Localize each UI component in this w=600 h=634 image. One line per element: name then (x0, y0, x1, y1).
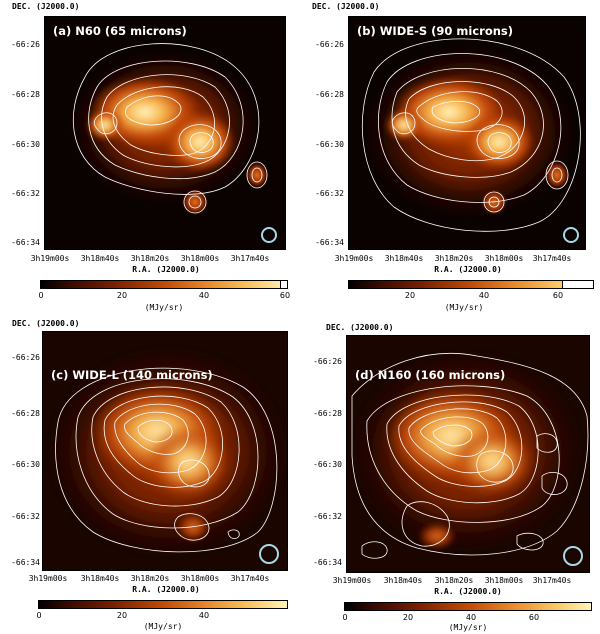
ra-tick: 3h18m40s (384, 254, 424, 263)
ra-tick: 3h18m20s (434, 254, 474, 263)
beam-circle (259, 544, 279, 564)
colorbar-tick: 20 (116, 291, 128, 300)
nebula-map (347, 336, 589, 572)
panel-label: (d) N160 (160 microns) (355, 368, 506, 382)
colorbar-tick: 40 (478, 291, 490, 300)
ra-tick: 3h19m00s (30, 254, 70, 263)
dec-tick: -66:30 (11, 460, 40, 469)
ra-tick: 3h18m00s (484, 254, 524, 263)
ra-tick: 3h18m20s (130, 254, 170, 263)
dec-axis-title: DEC. (J2000.0) (312, 2, 380, 11)
dec-tick: -66:26 (313, 357, 342, 366)
dec-tick: -66:26 (11, 353, 40, 362)
colorbar-tick: 40 (198, 611, 210, 620)
panel-a: DEC. (J2000.0) (0, 0, 300, 317)
beam-circle (563, 227, 579, 243)
ra-tick: 3h19m00s (332, 576, 372, 585)
ra-tick: 3h18m00s (180, 254, 220, 263)
dec-tick: -66:28 (11, 409, 40, 418)
dec-tick: -66:32 (11, 512, 40, 521)
panel-label: (a) N60 (65 microns) (53, 24, 187, 38)
colorbar-tick: 20 (402, 613, 414, 622)
dec-tick: -66:26 (11, 40, 40, 49)
ra-tick: 3h17m40s (230, 254, 270, 263)
dec-tick: -66:32 (11, 189, 40, 198)
beam-circle (261, 227, 277, 243)
colorbar (38, 600, 288, 609)
ra-axis-title: R.A. (J2000.0) (132, 585, 200, 594)
ra-tick: 3h19m00s (334, 254, 374, 263)
colorbar-tick: 60 (279, 291, 291, 300)
dec-tick: -66:30 (11, 140, 40, 149)
dec-axis-title: DEC. (J2000.0) (12, 2, 80, 11)
dec-axis-title: DEC. (J2000.0) (326, 323, 394, 332)
ra-axis-title: R.A. (J2000.0) (132, 265, 200, 274)
ra-tick: 3h18m20s (130, 574, 170, 583)
colorbar-unit: (MJy/sr) (448, 623, 488, 632)
ra-tick: 3h19m00s (28, 574, 68, 583)
dec-tick: -66:28 (11, 90, 40, 99)
ra-tick: 3h17m40s (532, 254, 572, 263)
colorbar-tick: 20 (116, 611, 128, 620)
dec-tick: -66:30 (313, 460, 342, 469)
panel-d: DEC. (J2000.0) (300, 317, 600, 634)
dec-tick: -66:32 (313, 512, 342, 521)
ra-tick: 3h18m40s (80, 574, 120, 583)
beam-circle (563, 546, 583, 566)
ra-tick: 3h17m40s (230, 574, 270, 583)
nebula-map (43, 332, 287, 570)
nebula-map (349, 17, 585, 249)
colorbar-unit: (MJy/sr) (144, 303, 184, 312)
panel-label: (b) WIDE-S (90 microns) (357, 24, 514, 38)
colorbar-tick: 0 (38, 291, 44, 300)
colorbar-tick: 20 (404, 291, 416, 300)
nebula-image: (c) WIDE-L (140 microns) (42, 331, 288, 571)
ra-axis-title: R.A. (J2000.0) (434, 265, 502, 274)
dec-tick: -66:28 (313, 409, 342, 418)
colorbar-tick: 40 (465, 613, 477, 622)
panel-label: (c) WIDE-L (140 microns) (51, 368, 213, 382)
ra-tick: 3h18m00s (484, 576, 524, 585)
nebula-image: (a) N60 (65 microns) (44, 16, 286, 250)
dec-tick: -66:34 (11, 558, 40, 567)
colorbar-tick: 0 (36, 611, 42, 620)
dec-tick: -66:34 (313, 558, 342, 567)
panel-b: DEC. (J2000.0) (300, 0, 600, 317)
ra-tick: 3h18m00s (180, 574, 220, 583)
colorbar-tick: 60 (552, 291, 564, 300)
dec-tick: -66:34 (315, 238, 344, 247)
nebula-map (45, 17, 285, 249)
dec-tick: -66:32 (315, 189, 344, 198)
colorbar-tick: 40 (198, 291, 210, 300)
colorbar (40, 280, 288, 289)
nebula-image: (b) WIDE-S (90 microns) (348, 16, 586, 250)
colorbar (348, 280, 594, 289)
dec-tick: -66:34 (11, 238, 40, 247)
colorbar-unit: (MJy/sr) (444, 303, 484, 312)
ra-tick: 3h18m40s (383, 576, 423, 585)
colorbar-unit: (MJy/sr) (143, 622, 183, 631)
ra-tick: 3h18m20s (434, 576, 474, 585)
dec-tick: -66:26 (315, 40, 344, 49)
dec-tick: -66:30 (315, 140, 344, 149)
colorbar (344, 602, 592, 611)
panel-c: DEC. (J2000.0) (c) WIDE-L (140 micron (0, 317, 300, 634)
ra-axis-title: R.A. (J2000.0) (434, 587, 502, 596)
colorbar-tick: 60 (528, 613, 540, 622)
colorbar-tick: 0 (342, 613, 348, 622)
ra-tick: 3h17m40s (532, 576, 572, 585)
nebula-image: (d) N160 (160 microns) (346, 335, 590, 573)
dec-tick: -66:28 (315, 90, 344, 99)
dec-axis-title: DEC. (J2000.0) (12, 319, 80, 328)
ra-tick: 3h18m40s (80, 254, 120, 263)
